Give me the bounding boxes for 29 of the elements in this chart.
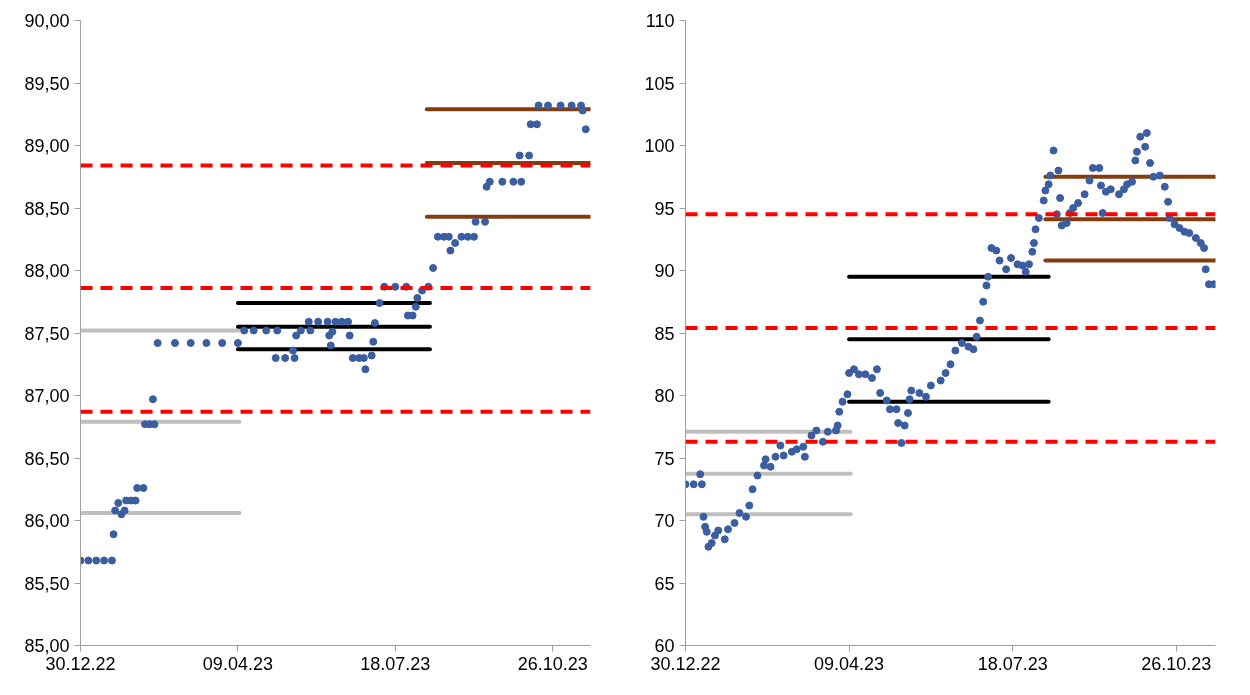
y-tick-label: 88,50 <box>24 198 70 219</box>
y-tick-label: 90,00 <box>24 11 70 31</box>
y-tick-label: 60 <box>654 636 675 656</box>
y-tick-label: 85 <box>654 323 675 344</box>
y-tick-label: 86,50 <box>24 448 70 469</box>
y-tick-label: 80 <box>654 386 675 406</box>
y-tick-label: 85,00 <box>24 636 70 656</box>
y-tick-label: 95 <box>654 198 675 219</box>
x-tick-label: 18.07.23 <box>360 653 431 674</box>
y-tick-label: 85,50 <box>24 573 70 594</box>
y-tick-label: 100 <box>644 136 675 156</box>
x-tick-label: 30.12.22 <box>650 653 721 674</box>
y-tick-label: 89,50 <box>24 73 70 94</box>
x-tick-label: 26.10.23 <box>517 653 588 674</box>
y-tick-label: 89,00 <box>24 136 70 156</box>
y-tick-label: 87,50 <box>24 323 70 344</box>
y-tick-label: 75 <box>654 448 675 469</box>
y-tick-label: 90 <box>654 261 675 281</box>
x-tick-label: 09.04.23 <box>202 653 273 674</box>
x-tick-label: 26.10.23 <box>1141 653 1212 674</box>
y-tick-label: 110 <box>645 11 675 31</box>
y-tick-label: 87,00 <box>24 386 70 406</box>
y-tick-label: 70 <box>654 511 675 531</box>
y-tick-label: 105 <box>644 73 675 94</box>
x-tick-label: 18.07.23 <box>977 653 1048 674</box>
y-tick-label: 65 <box>654 573 675 594</box>
y-tick-label: 88,00 <box>24 261 70 281</box>
x-tick-label: 09.04.23 <box>814 653 885 674</box>
y-tick-label: 86,00 <box>24 511 70 531</box>
